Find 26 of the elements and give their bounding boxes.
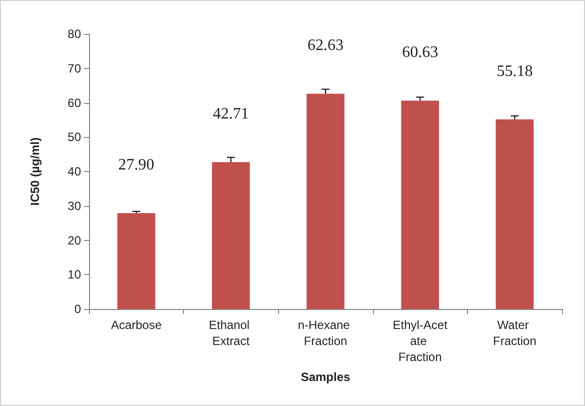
data-label: 60.63 (402, 44, 438, 62)
y-tick-label: 60 (68, 96, 82, 110)
bar (212, 162, 250, 309)
y-tick-label: 70 (68, 61, 82, 76)
y-axis-title: IC50 (µg/ml) (28, 137, 42, 206)
y-tick-label: 20 (68, 233, 82, 248)
x-tick-label: Ethanol Extract (208, 318, 253, 348)
y-tick-label: 40 (68, 164, 82, 178)
data-label: 55.18 (496, 62, 533, 80)
x-tick-label: Acarbose (110, 318, 162, 332)
x-tick-label: Water Fraction (493, 318, 536, 348)
x-axis-title: Samples (300, 370, 351, 384)
y-tick-label: 30 (68, 198, 82, 213)
y-tick-label: 10 (68, 268, 82, 282)
x-tick-label: Ethyl-Acetate Fraction (392, 318, 448, 364)
bar (117, 213, 156, 309)
bar (496, 119, 534, 309)
y-tick-label: 80 (68, 27, 82, 41)
data-label: 62.63 (308, 37, 344, 54)
data-label: 27.90 (118, 156, 154, 174)
y-tick-label: 0 (74, 302, 82, 316)
bar (306, 94, 344, 309)
y-tick-label: 50 (68, 130, 82, 144)
data-label: 42.71 (212, 106, 249, 123)
bar (401, 100, 440, 309)
x-tick-label: n-Hexane Fraction (298, 318, 354, 348)
